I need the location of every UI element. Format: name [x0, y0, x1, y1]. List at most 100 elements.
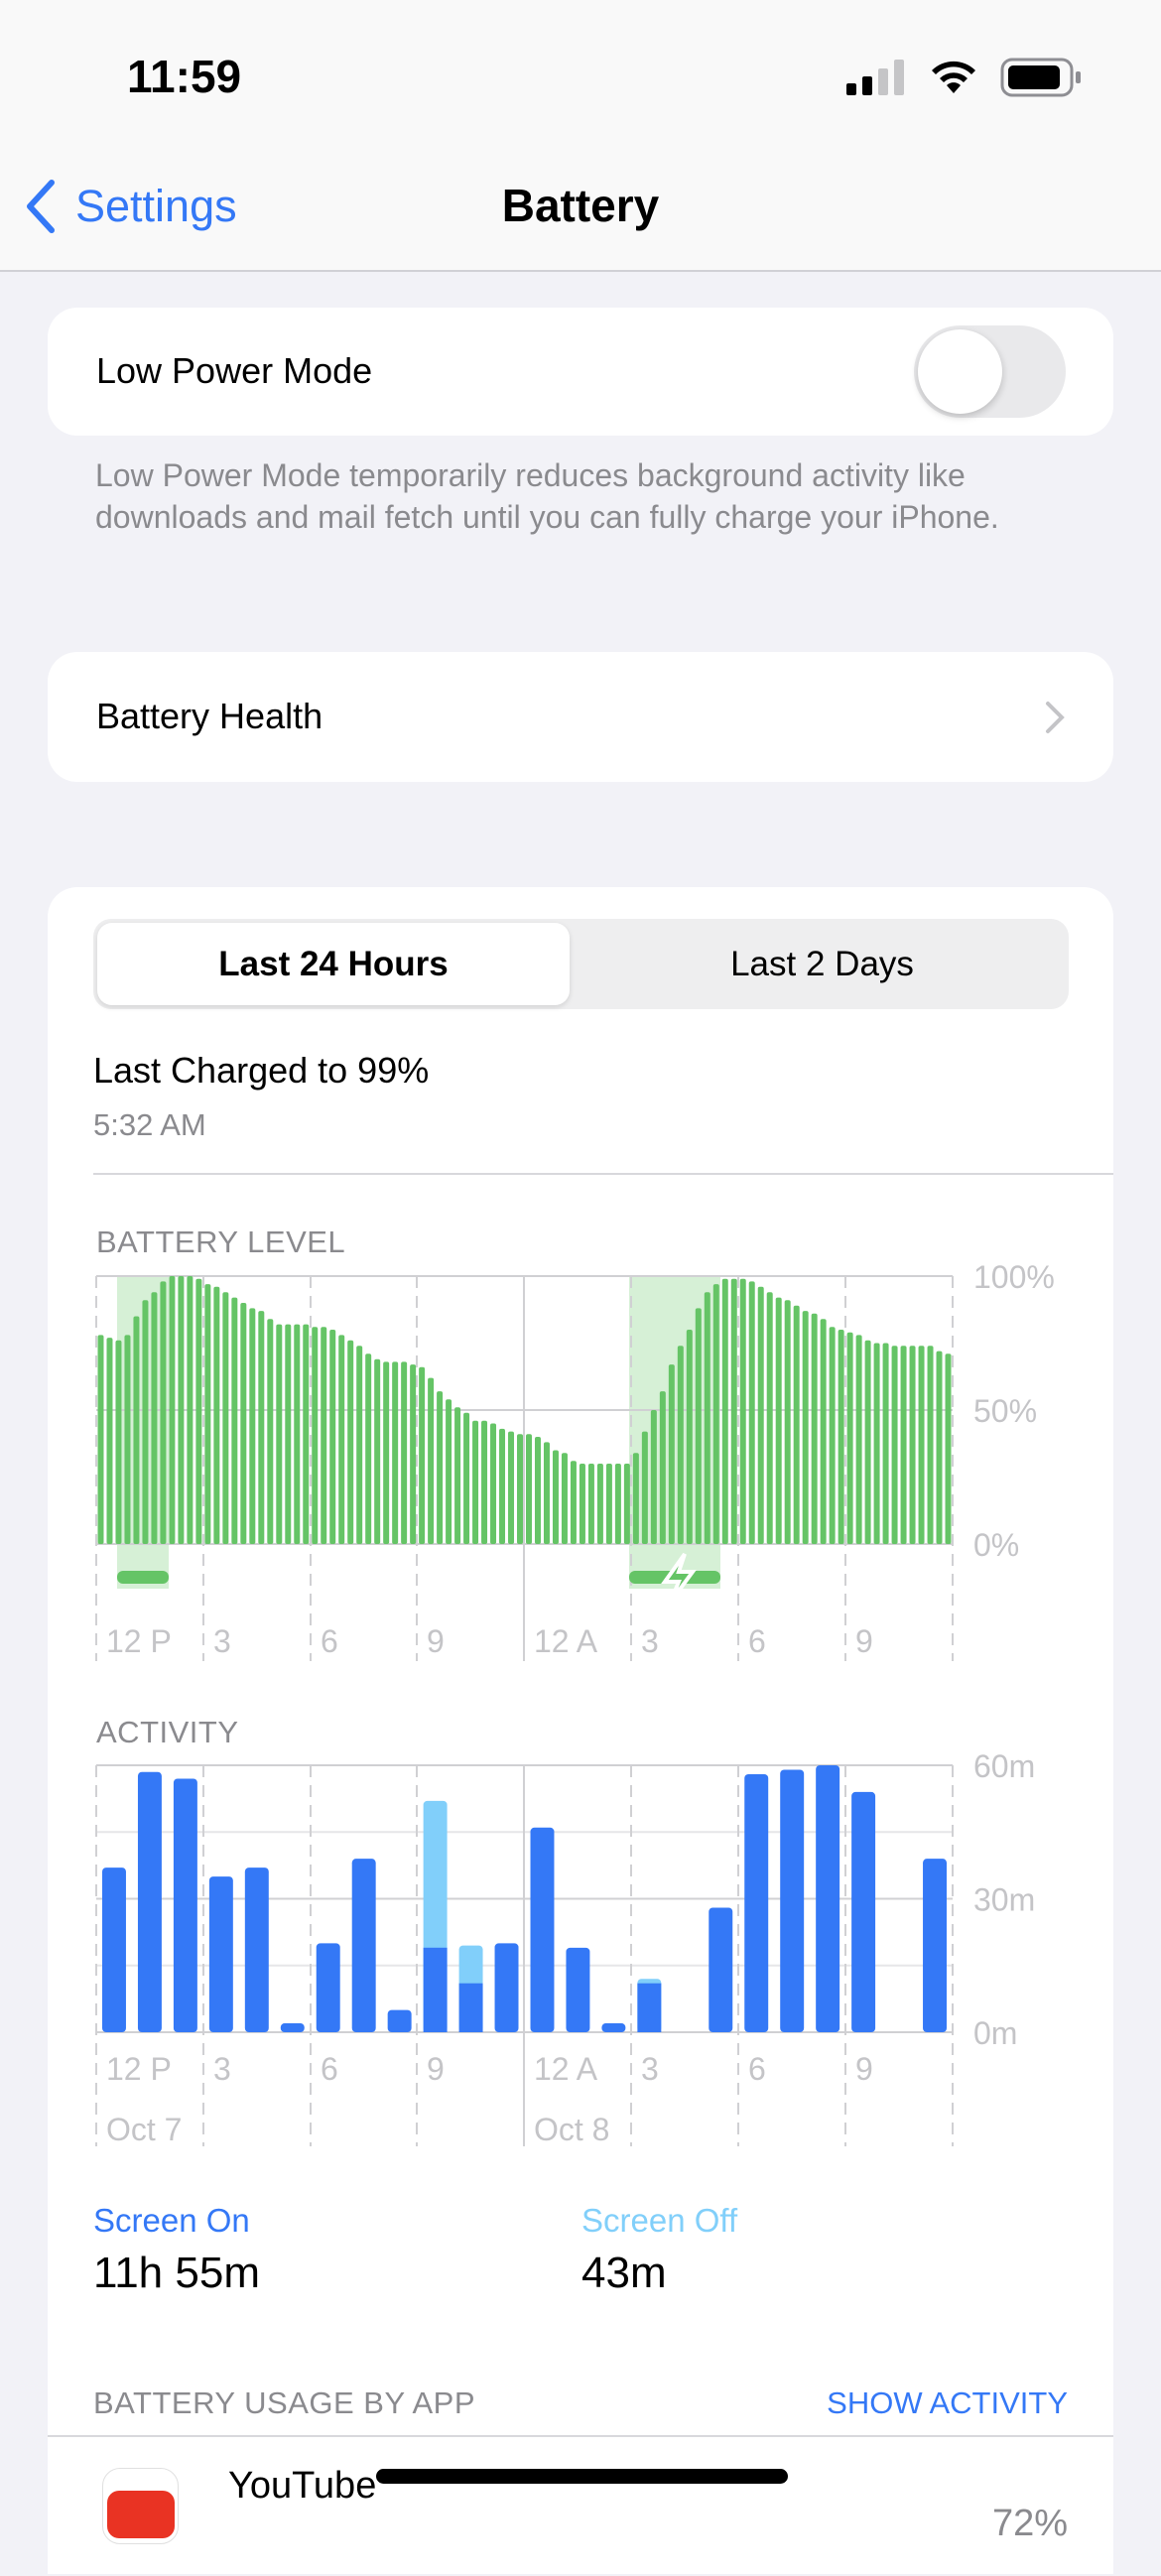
time-range-segmented-control: Last 24 Hours Last 2 Days — [93, 919, 1069, 1009]
battery-level-bar — [526, 1434, 532, 1544]
battery-level-bar — [356, 1346, 363, 1544]
battery-level-bar — [508, 1431, 515, 1544]
battery-level-bar — [704, 1292, 710, 1544]
screen-on-bar — [423, 1947, 448, 2032]
date-label: Oct 8 — [534, 2112, 609, 2147]
battery-level-bar — [419, 1366, 426, 1544]
battery-level-bar — [321, 1327, 327, 1544]
charts-layer: 100% 50% 0% 12 P 3 6 9 12 A 3 6 9 60m 30m 0m 12 P 3 6 9 12… — [95, 1259, 1055, 2147]
battery-level-bar — [303, 1324, 310, 1544]
screen-on-label: Screen On — [93, 2202, 250, 2239]
battery-level-bar — [160, 1281, 167, 1544]
battery-level-bar — [499, 1428, 506, 1544]
screen-off-label: Screen Off — [581, 2202, 738, 2239]
battery-level-bar — [249, 1308, 256, 1544]
screen-on-bar — [244, 1868, 269, 2032]
back-button[interactable]: Settings — [24, 179, 237, 234]
battery-level-bar — [106, 1338, 113, 1544]
y-tick-label: 60m — [973, 1748, 1035, 1784]
battery-level-bar — [552, 1450, 559, 1544]
lightning-bolt-icon — [661, 1552, 697, 1604]
screen-on-bar — [458, 1983, 483, 2032]
battery-level-bar — [918, 1346, 925, 1544]
x-tick-label: 12 A — [534, 2051, 598, 2087]
low-power-mode-label: Low Power Mode — [96, 350, 373, 391]
battery-level-bar — [383, 1361, 390, 1544]
battery-level-bar — [204, 1284, 211, 1544]
battery-level-bar — [561, 1453, 568, 1544]
segment-last-2-days[interactable]: Last 2 Days — [730, 945, 914, 983]
battery-level-bar — [605, 1464, 612, 1544]
y-tick-label: 0m — [973, 2015, 1017, 2051]
battery-level-bar — [534, 1437, 541, 1544]
activity-label: ACTIVITY — [96, 1715, 239, 1749]
battery-level-bar — [945, 1353, 952, 1544]
back-label: Settings — [75, 181, 237, 231]
battery-level-bar — [195, 1278, 202, 1544]
last-charged-title: Last Charged to 99% — [93, 1050, 430, 1091]
date-label: Oct 7 — [106, 2112, 182, 2147]
page-title: Battery — [501, 180, 660, 231]
battery-level-bar — [276, 1324, 283, 1544]
battery-level-bar — [454, 1407, 461, 1544]
battery-level-bar — [401, 1361, 408, 1544]
battery-level-bar — [410, 1364, 417, 1544]
x-tick-label: 9 — [427, 2051, 445, 2087]
battery-level-bar — [864, 1340, 871, 1544]
battery-level-bar — [178, 1276, 185, 1544]
divider — [48, 2435, 1113, 2437]
battery-level-bar — [677, 1346, 684, 1544]
segment-last-24-hours[interactable]: Last 24 Hours — [97, 923, 570, 1005]
battery-level-bar — [472, 1420, 479, 1544]
screen-on-bar — [494, 1943, 519, 2032]
battery-health-row[interactable]: Battery Health — [48, 652, 1113, 782]
x-tick-label: 12 A — [534, 1623, 598, 1659]
battery-level-bar — [614, 1464, 621, 1544]
screen-on-bar — [709, 1907, 733, 2032]
battery-level-bar — [437, 1391, 444, 1544]
battery-level-bar — [329, 1330, 336, 1544]
battery-level-bar — [927, 1346, 934, 1544]
screen-on-bar — [351, 1859, 376, 2032]
battery-level-bar — [570, 1461, 577, 1544]
divider — [93, 1173, 1113, 1175]
battery-level-bar — [909, 1346, 916, 1544]
battery-level-bar — [659, 1391, 666, 1544]
show-activity-button[interactable]: SHOW ACTIVITY — [827, 2385, 1068, 2420]
battery-level-bar — [793, 1305, 800, 1544]
battery-level-bar — [133, 1316, 140, 1544]
battery-level-bar — [686, 1330, 693, 1544]
battery-level-bar — [374, 1358, 381, 1544]
battery-level-bar — [641, 1431, 648, 1544]
battery-level-bar — [428, 1377, 435, 1544]
x-tick-label: 3 — [641, 2051, 659, 2087]
low-power-mode-toggle[interactable] — [914, 325, 1066, 418]
battery-level-bar — [579, 1464, 585, 1544]
screen-on-bar — [208, 1876, 233, 2032]
battery-level-bar — [650, 1410, 657, 1544]
navigation-bar: Settings Battery — [0, 149, 1161, 272]
low-power-mode-row: Low Power Mode — [48, 308, 1113, 436]
battery-level-bar — [757, 1286, 764, 1544]
battery-level-bar — [802, 1311, 809, 1544]
charging-indicator — [117, 1571, 169, 1584]
x-tick-label: 3 — [213, 2051, 231, 2087]
battery-level-bar — [623, 1464, 630, 1544]
battery-level-bar — [739, 1278, 746, 1544]
x-tick-label: 12 P — [106, 2051, 172, 2087]
battery-level-bar — [543, 1442, 550, 1544]
battery-level-bar — [481, 1420, 488, 1544]
screen-on-bar — [316, 1943, 340, 2032]
battery-level-bar — [115, 1340, 122, 1544]
y-tick-label: 50% — [973, 1393, 1037, 1429]
battery-level-bar — [151, 1292, 158, 1544]
screen-on-bar — [816, 1765, 840, 2032]
battery-level-bar — [596, 1464, 603, 1544]
battery-level-bar — [267, 1319, 274, 1544]
battery-level-bar — [730, 1278, 737, 1544]
wifi-icon — [932, 61, 975, 93]
x-tick-label: 6 — [748, 1623, 766, 1659]
battery-level-label: BATTERY LEVEL — [96, 1224, 346, 1259]
usage-card: Last 24 Hours Last 2 Days Last Charged t… — [48, 887, 1113, 2574]
x-tick-label: 9 — [427, 1623, 445, 1659]
